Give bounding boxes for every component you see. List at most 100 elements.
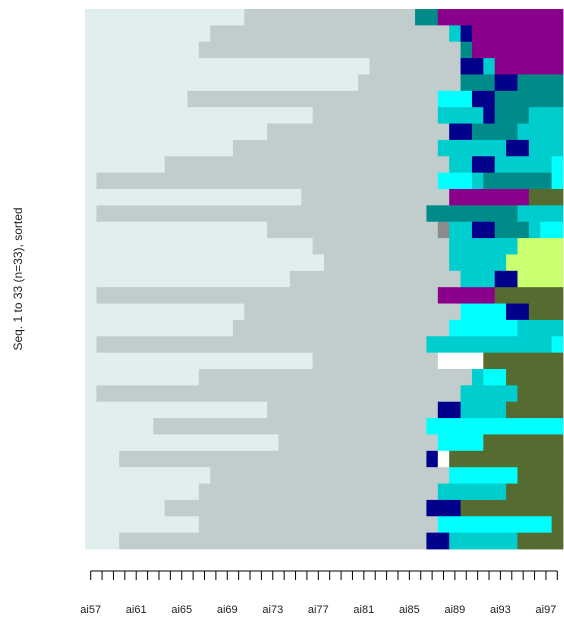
seq-16-state-A-segment <box>85 254 336 272</box>
seq-32-state-H-segment <box>551 516 564 534</box>
seq-6-state-A-segment <box>85 90 188 108</box>
seq-8-state-E-segment <box>471 123 518 141</box>
seq-16-state-D-segment <box>449 254 507 272</box>
seq-10-state-B-segment <box>164 156 450 174</box>
seq-15-state-A-segment <box>85 238 314 255</box>
seq-23-state-H-segment <box>506 369 564 386</box>
seq-26-state-C-segment <box>426 418 564 435</box>
seq-24-state-H-segment <box>517 385 564 403</box>
seq-19-state-H-segment <box>528 303 564 321</box>
seq-4-state-B-segment <box>369 58 461 75</box>
x-tick-label-ai61: ai61 <box>126 604 147 616</box>
seq-33-state-B-segment <box>119 532 427 550</box>
seq-9-state-F-segment <box>506 139 530 157</box>
seq-14-state-D-segment <box>528 221 541 239</box>
seq-30-state-B-segment <box>198 483 439 501</box>
seq-17-state-F-segment <box>494 270 518 288</box>
sequence-cells <box>85 9 564 550</box>
seq-31-state-H-segment <box>460 499 564 517</box>
seq-32-state-B-segment <box>198 516 439 534</box>
seq-19-state-F-segment <box>506 303 530 321</box>
seq-15-state-D-segment <box>449 238 518 255</box>
seq-2-state-B-segment <box>210 25 450 43</box>
seq-7-state-D-segment <box>528 107 564 124</box>
seq-14-state-K-segment <box>437 221 450 239</box>
seq-11-state-A-segment <box>85 172 97 190</box>
seq-18-state-G-segment <box>437 287 496 304</box>
seq-33-state-A-segment <box>85 532 120 550</box>
seq-2-state-D-segment <box>449 25 461 43</box>
seq-25-state-A-segment <box>85 401 268 419</box>
seq-24-state-A-segment <box>85 385 97 403</box>
seq-5-state-E-segment <box>460 74 496 92</box>
x-tick-label-ai97: ai97 <box>536 604 557 616</box>
seq-10-state-A-segment <box>85 156 166 174</box>
seq-2-state-A-segment <box>85 25 211 43</box>
seq-17-state-D-segment <box>460 270 496 288</box>
seq-14-state-B-segment <box>267 221 439 239</box>
seq-33-state-H-segment <box>517 532 564 550</box>
seq-4-state-G-segment <box>494 58 564 75</box>
seq-33-state-D-segment <box>449 532 518 550</box>
seq-5-state-A-segment <box>85 74 359 92</box>
seq-25-state-D-segment <box>460 401 507 419</box>
seq-8-state-B-segment <box>267 123 450 141</box>
seq-8-state-A-segment <box>85 123 268 141</box>
seq-28-state-J-segment <box>437 450 450 468</box>
seq-30-state-H-segment <box>506 483 564 501</box>
x-tick-label-ai73: ai73 <box>262 604 283 616</box>
seq-21-state-C-segment <box>551 336 564 354</box>
seq-5-state-F-segment <box>494 74 518 92</box>
seq-21-state-D-segment <box>426 336 553 354</box>
seq-14-state-F-segment <box>471 221 496 239</box>
seq-2-state-F-segment <box>460 25 473 43</box>
seq-14-state-A-segment <box>85 221 268 239</box>
seq-13-state-E-segment <box>426 205 518 223</box>
seq-24-state-B-segment <box>96 385 461 403</box>
x-axis: ai57 ai61 ai65 ai69 ai73 ai77 ai81 ai85 ai89 ai93… <box>80 570 558 616</box>
seq-32-state-C-segment <box>437 516 553 534</box>
seq-14-state-E-segment <box>494 221 530 239</box>
seq-23-state-C-segment <box>483 369 507 386</box>
seq-27-state-A-segment <box>85 434 279 452</box>
seq-21-state-A-segment <box>85 336 97 354</box>
seq-9-state-D-segment <box>528 139 564 157</box>
seq-10-state-D-segment <box>494 156 553 174</box>
seq-17-state-B-segment <box>289 270 461 288</box>
seq-29-state-B-segment <box>210 467 450 484</box>
seq-10-state-C-segment <box>551 156 564 174</box>
seq-25-state-H-segment <box>506 401 564 419</box>
x-tick-label-ai57: ai57 <box>80 604 101 616</box>
seq-7-state-E-segment <box>494 107 530 124</box>
seq-25-state-F-segment <box>437 401 461 419</box>
seq-25-state-B-segment <box>267 401 439 419</box>
x-tick-label-ai65: ai65 <box>171 604 192 616</box>
x-tick-label-ai85: ai85 <box>399 604 420 616</box>
seq-1-state-E-segment <box>415 9 439 26</box>
seq-23-state-B-segment <box>198 369 473 386</box>
seq-3-state-A-segment <box>85 41 200 59</box>
seq-30-state-D-segment <box>437 483 507 501</box>
seq-32-state-A-segment <box>85 516 200 534</box>
x-tick-label-ai77: ai77 <box>308 604 329 616</box>
seq-6-state-F-segment <box>471 90 496 108</box>
seq-29-state-C-segment <box>449 467 518 484</box>
seq-8-state-F-segment <box>449 123 473 141</box>
seq-12-state-B-segment <box>301 189 450 206</box>
seq-11-state-B-segment <box>96 172 439 190</box>
seq-20-state-C-segment <box>449 319 518 337</box>
seq-15-state-B-segment <box>312 238 450 255</box>
seq-11-state-E-segment <box>483 172 553 190</box>
y-axis-title: Seq. 1 to 33 (n=33), sorted <box>11 207 25 350</box>
x-tick-label-ai81: ai81 <box>353 604 374 616</box>
seq-16-state-B-segment <box>324 254 450 272</box>
seq-4-state-A-segment <box>85 58 370 75</box>
seq-18-state-A-segment <box>85 287 97 304</box>
seq-3-state-G-segment <box>471 41 564 59</box>
seq-12-state-G-segment <box>449 189 530 206</box>
seq-1-state-G-segment <box>437 9 564 26</box>
seq-31-state-F-segment <box>426 499 461 517</box>
seq-7-state-B-segment <box>312 107 439 124</box>
seq-17-state-A-segment <box>85 270 291 288</box>
seq-24-state-D-segment <box>460 385 518 403</box>
